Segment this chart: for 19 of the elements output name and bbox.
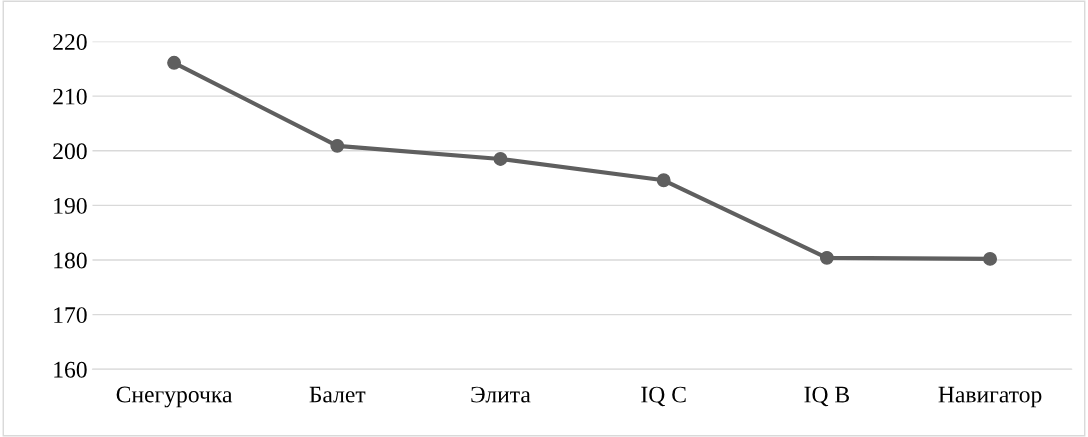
point (983, 251, 998, 266)
y-tick-label: 190 (54, 197, 87, 214)
y-tick-label: 180 (54, 252, 87, 269)
x-tick-label: IQ C (641, 386, 686, 407)
x-tick-label: Навигатор (938, 386, 1042, 408)
y-tick-label: 160 (54, 361, 87, 378)
x-tick-label: Элита (471, 386, 531, 403)
x-tick-label: Балет (309, 386, 366, 403)
y-tick-label: 210 (53, 88, 87, 105)
y-tick-label: 220 (53, 34, 87, 50)
point (819, 250, 834, 265)
point (167, 55, 182, 70)
point (330, 138, 345, 153)
point (656, 173, 671, 188)
x-tick-label: IQ B (804, 386, 850, 407)
x-tick-label: Снегурочка (116, 386, 233, 408)
y-tick-label: 200 (53, 143, 87, 160)
point (493, 152, 508, 166)
y-tick-label: 170 (54, 307, 87, 324)
